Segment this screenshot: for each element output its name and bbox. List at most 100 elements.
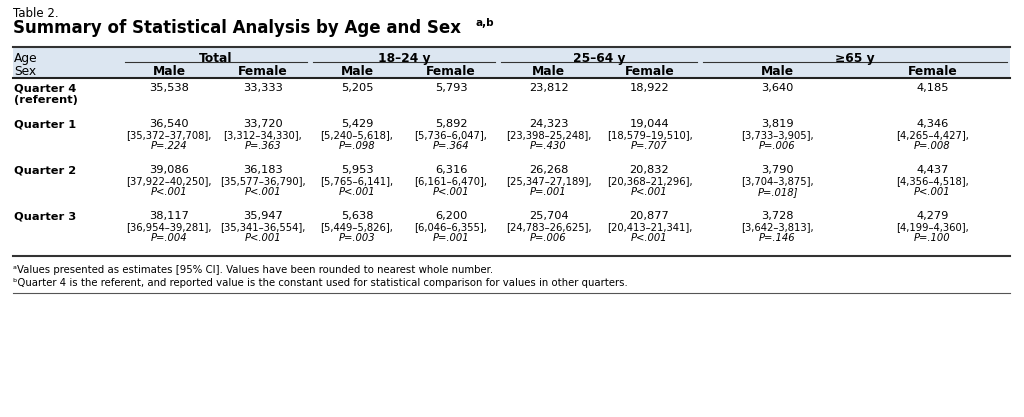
Text: P=.146: P=.146 [759, 233, 796, 243]
Text: 36,540: 36,540 [150, 119, 188, 129]
Text: P=.018]: P=.018] [758, 187, 798, 197]
Text: [35,577–36,790],: [35,577–36,790], [220, 176, 306, 186]
Text: [3,704–3,875],: [3,704–3,875], [741, 176, 814, 186]
Text: ᵇQuarter 4 is the referent, and reported value is the constant used for statisti: ᵇQuarter 4 is the referent, and reported… [13, 278, 628, 288]
Text: Male: Male [340, 65, 374, 78]
Text: a,b: a,b [475, 18, 494, 28]
Text: Female: Female [625, 65, 675, 78]
Text: [4,265–4,427],: [4,265–4,427], [896, 130, 969, 140]
Text: [35,341–36,554],: [35,341–36,554], [220, 222, 306, 232]
Text: P=.001: P=.001 [433, 233, 469, 243]
Text: Female: Female [907, 65, 957, 78]
Text: P=.363: P=.363 [245, 141, 282, 151]
Text: 3,819: 3,819 [761, 119, 794, 129]
Text: Male: Male [153, 65, 185, 78]
Text: [3,642–3,813],: [3,642–3,813], [741, 222, 814, 232]
Text: [5,765–6,141],: [5,765–6,141], [321, 176, 393, 186]
Text: 5,638: 5,638 [341, 211, 374, 221]
Text: P=.004: P=.004 [151, 233, 187, 243]
Text: P=.430: P=.430 [530, 141, 567, 151]
Text: 5,953: 5,953 [341, 165, 374, 175]
Text: 33,333: 33,333 [243, 83, 283, 93]
Text: 36,183: 36,183 [243, 165, 283, 175]
Text: 5,793: 5,793 [434, 83, 467, 93]
Text: 5,205: 5,205 [341, 83, 374, 93]
Text: 35,538: 35,538 [150, 83, 189, 93]
Text: P=.006: P=.006 [759, 141, 796, 151]
Text: [6,046–6,355],: [6,046–6,355], [415, 222, 487, 232]
Text: Quarter 1: Quarter 1 [14, 119, 76, 129]
Text: [4,199–4,360],: [4,199–4,360], [896, 222, 969, 232]
Text: 25–64 y: 25–64 y [572, 52, 626, 65]
Text: P<.001: P<.001 [245, 187, 282, 197]
Text: 24,323: 24,323 [528, 119, 568, 129]
Text: 19,044: 19,044 [630, 119, 670, 129]
Text: P<.001: P<.001 [631, 187, 668, 197]
Text: 4,185: 4,185 [916, 83, 949, 93]
Text: 4,437: 4,437 [916, 165, 948, 175]
Text: P=.006: P=.006 [530, 233, 567, 243]
Text: Quarter 2: Quarter 2 [14, 165, 76, 175]
Text: [3,312–34,330],: [3,312–34,330], [223, 130, 302, 140]
Text: [18,579–19,510],: [18,579–19,510], [606, 130, 692, 140]
Text: [20,413–21,341],: [20,413–21,341], [607, 222, 692, 232]
Text: 20,877: 20,877 [630, 211, 670, 221]
Text: P<.001: P<.001 [245, 233, 282, 243]
Text: P=.003: P=.003 [339, 233, 376, 243]
Text: [35,372–37,708],: [35,372–37,708], [126, 130, 212, 140]
Text: 3,640: 3,640 [761, 83, 794, 93]
Text: [5,449–5,826],: [5,449–5,826], [321, 222, 393, 232]
Text: 20,832: 20,832 [630, 165, 670, 175]
Text: 26,268: 26,268 [528, 165, 568, 175]
Text: 33,720: 33,720 [243, 119, 283, 129]
Text: Sex: Sex [14, 65, 36, 78]
Text: 23,812: 23,812 [528, 83, 568, 93]
Text: [20,368–21,296],: [20,368–21,296], [606, 176, 692, 186]
Text: 4,279: 4,279 [916, 211, 948, 221]
Text: Total: Total [200, 52, 232, 65]
Text: [36,954–39,281],: [36,954–39,281], [126, 222, 212, 232]
Bar [13, 47, 1010, 78]
Text: Quarter 3: Quarter 3 [14, 211, 76, 221]
Text: P=.224: P=.224 [151, 141, 187, 151]
Text: 25,704: 25,704 [528, 211, 568, 221]
Text: P=.001: P=.001 [530, 187, 567, 197]
Text: [24,783–26,625],: [24,783–26,625], [506, 222, 591, 232]
Text: [6,161–6,470],: [6,161–6,470], [415, 176, 487, 186]
Text: 4,346: 4,346 [916, 119, 948, 129]
Text: 38,117: 38,117 [150, 211, 189, 221]
Text: P<.001: P<.001 [914, 187, 951, 197]
Text: Quarter 4
(referent): Quarter 4 (referent) [14, 83, 78, 105]
Text: P=.364: P=.364 [433, 141, 469, 151]
Text: P=.008: P=.008 [914, 141, 951, 151]
Text: Summary of Statistical Analysis by Age and Sex: Summary of Statistical Analysis by Age a… [13, 19, 461, 37]
Text: [37,922–40,250],: [37,922–40,250], [126, 176, 212, 186]
Text: 5,429: 5,429 [341, 119, 373, 129]
Text: 6,200: 6,200 [435, 211, 467, 221]
Text: [5,736–6,047],: [5,736–6,047], [415, 130, 487, 140]
Text: Table 2.: Table 2. [13, 7, 58, 20]
Text: P=.098: P=.098 [339, 141, 376, 151]
Text: P<.001: P<.001 [631, 233, 668, 243]
Text: 35,947: 35,947 [243, 211, 283, 221]
Text: Female: Female [426, 65, 476, 78]
Text: 39,086: 39,086 [150, 165, 188, 175]
Text: Age: Age [14, 52, 38, 65]
Text: 3,790: 3,790 [761, 165, 794, 175]
Text: [5,240–5,618],: [5,240–5,618], [321, 130, 393, 140]
Text: P<.001: P<.001 [339, 187, 376, 197]
Text: Male: Male [761, 65, 794, 78]
Text: [4,356–4,518],: [4,356–4,518], [896, 176, 969, 186]
Text: P<.001: P<.001 [433, 187, 469, 197]
Text: P=.100: P=.100 [914, 233, 951, 243]
Text: 3,728: 3,728 [761, 211, 794, 221]
Text: 18,922: 18,922 [630, 83, 670, 93]
Text: P=.707: P=.707 [631, 141, 668, 151]
Text: [3,733–3,905],: [3,733–3,905], [741, 130, 814, 140]
Text: ≥65 y: ≥65 y [836, 52, 874, 65]
Text: ᵃValues presented as estimates [95% CI]. Values have been rounded to nearest who: ᵃValues presented as estimates [95% CI].… [13, 265, 494, 275]
Text: Female: Female [239, 65, 288, 78]
Text: P<.001: P<.001 [151, 187, 187, 197]
Text: [25,347–27,189],: [25,347–27,189], [506, 176, 591, 186]
Text: 5,892: 5,892 [435, 119, 467, 129]
